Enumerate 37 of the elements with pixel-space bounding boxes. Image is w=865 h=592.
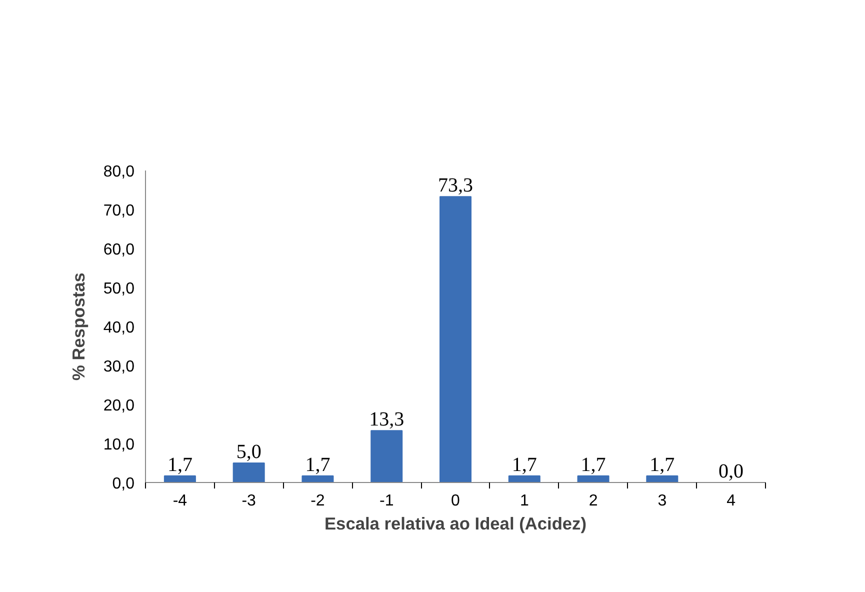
bar [232, 462, 265, 482]
data-label: 5,0 [236, 441, 262, 463]
data-label: 1,7 [580, 454, 606, 476]
y-tick-label: 10,0 [103, 436, 135, 454]
x-tick-label: -1 [380, 492, 394, 510]
y-tick-label: 0,0 [112, 476, 135, 492]
data-label: 1,7 [650, 454, 675, 476]
x-tick-label: 2 [588, 492, 598, 510]
bar [440, 196, 472, 482]
y-tick-label: 30,0 [103, 358, 135, 376]
data-label: 1,7 [512, 454, 537, 476]
y-tick-label: 20,0 [103, 398, 135, 414]
data-label: 1,7 [167, 454, 192, 476]
bar [370, 430, 403, 482]
data-label: 1,7 [305, 454, 330, 476]
x-axis-title: Escala relativa ao Ideal (Acidez) [324, 514, 586, 534]
bar [577, 475, 610, 482]
x-tick-label: 1 [520, 492, 529, 510]
bar [508, 475, 540, 482]
y-tick-label: 60,0 [103, 242, 135, 258]
data-label: 0,0 [718, 460, 744, 482]
x-tick-label: -4 [172, 492, 188, 510]
y-axis-title: % Respostas [68, 272, 88, 380]
x-tick-label: -3 [242, 492, 256, 510]
data-label: 13,3 [369, 408, 404, 431]
x-tick-label: 3 [658, 492, 667, 510]
bar [164, 475, 196, 482]
bar [302, 475, 334, 482]
x-tick-label: 4 [726, 492, 736, 510]
y-tick-label: 50,0 [103, 280, 135, 298]
data-label: 73,3 [438, 174, 473, 197]
x-tick-label: 0 [451, 492, 460, 510]
y-tick-label: 80,0 [103, 164, 135, 180]
bar [646, 475, 678, 482]
y-tick-label: 40,0 [103, 320, 135, 336]
y-tick-label: 70,0 [103, 202, 135, 220]
x-tick-label: -2 [310, 492, 325, 510]
